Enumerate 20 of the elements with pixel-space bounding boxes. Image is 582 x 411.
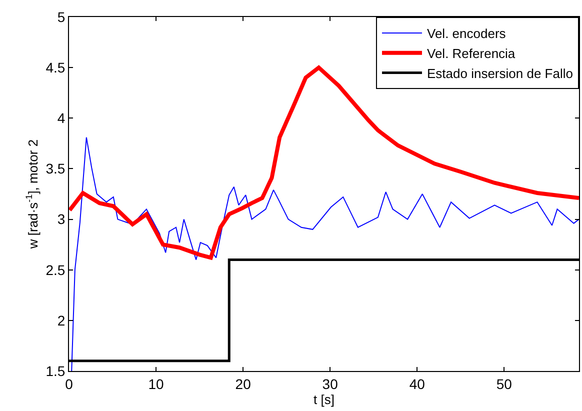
y-tick-label: 4.5: [46, 59, 66, 76]
x-tick-label: 40: [409, 376, 426, 392]
y-tick-label: 2: [57, 312, 66, 328]
x-tick-label: 10: [148, 376, 164, 392]
y-tick-label: 3: [57, 211, 66, 228]
legend-label: Vel. Referencia: [427, 46, 516, 61]
y-tick-label: 5: [57, 8, 66, 25]
x-tick-label: 20: [235, 376, 252, 392]
x-tick-label: 50: [496, 376, 512, 392]
x-tick-label: 0: [65, 376, 74, 392]
legend-label: Estado insersion de Fallo: [427, 66, 573, 81]
y-tick-label: 1.5: [46, 362, 66, 379]
line-series: [69, 66, 579, 260]
x-tick-label: 30: [322, 376, 338, 392]
y-tick-label: 4: [57, 110, 66, 126]
line-series: [71, 136, 579, 371]
legend-label: Vel. encoders: [427, 26, 506, 42]
y-tick-label: 3.5: [46, 160, 66, 177]
x-axis-title: t [s]: [314, 392, 334, 407]
y-tick-label: 2.5: [46, 262, 66, 278]
